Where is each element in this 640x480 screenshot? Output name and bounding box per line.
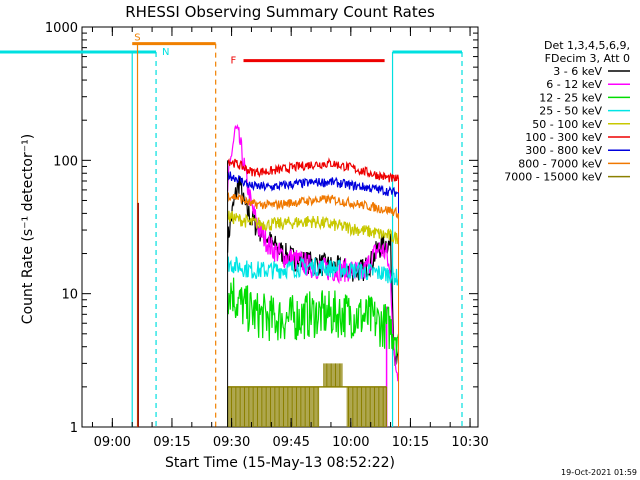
series-50-100-kev	[227, 210, 400, 245]
legend-label: 25 - 50 keV	[539, 105, 602, 118]
y-tick-label: 10	[61, 288, 78, 303]
series-12-25-kev	[227, 277, 400, 356]
y-tick-label: 100	[53, 154, 78, 169]
night-flag-label: N	[162, 47, 169, 58]
axes-layer: 1 10 100 1000 09:00 09:15 09:30 09:45 10:00 10:15…	[45, 21, 489, 450]
flare-flag-label: F	[231, 56, 237, 67]
x-tick-label: 10:30	[451, 435, 488, 450]
legend-label: 100 - 300 keV	[525, 131, 602, 144]
x-tick-label: 10:15	[392, 435, 429, 450]
x-tick-label: 09:30	[213, 435, 250, 450]
legend-label: 50 - 100 keV	[532, 118, 602, 131]
series-7000-15000-kev	[227, 363, 387, 427]
y-tick-label: 1000	[45, 21, 78, 36]
legend-header-line-2: FDecim 3, Att 0	[545, 52, 630, 65]
legend: Det 1,3,4,5,6,9, FDecim 3, Att 0 3 - 6 k…	[504, 39, 630, 184]
x-tick-label: 09:15	[153, 435, 190, 450]
legend-header-line-1: Det 1,3,4,5,6,9,	[544, 39, 630, 52]
legend-label: 12 - 25 keV	[539, 91, 602, 104]
series-800-7000-kev	[227, 192, 399, 219]
legend-label: 300 - 800 keV	[525, 144, 602, 157]
x-tick-label: 09:45	[272, 435, 309, 450]
series-6-12-kev	[227, 123, 400, 382]
series-25-50-kev	[227, 256, 400, 286]
series-300-800-kev	[227, 171, 399, 197]
y-tick-label: 1	[70, 421, 78, 436]
x-tick-label: 09:00	[94, 435, 131, 450]
legend-label: 800 - 7000 keV	[518, 157, 602, 170]
legend-label: 6 - 12 keV	[546, 78, 602, 91]
x-tick-label: 10:00	[332, 435, 369, 450]
series-layer	[137, 123, 400, 427]
legend-label: 7000 - 15000 keV	[504, 171, 602, 184]
legend-label: 3 - 6 keV	[553, 65, 602, 78]
y-axis-label: Count Rate (s⁻¹ detector⁻¹)	[20, 134, 36, 324]
x-axis-label: Start Time (15-May-13 08:52:22)	[165, 455, 395, 471]
series-100-300-kev	[227, 157, 400, 183]
observing-intervals: S N F	[0, 33, 463, 427]
saa-flag-label: S	[134, 33, 140, 44]
timestamp: 19-Oct-2021 01:59	[561, 468, 637, 477]
chart-title: RHESSI Observing Summary Count Rates	[125, 3, 435, 21]
